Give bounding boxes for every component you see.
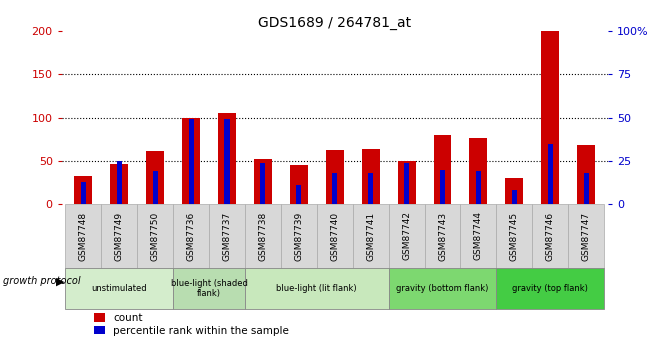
Bar: [469, 138, 488, 204]
Bar: [434, 135, 452, 204]
Bar: [254, 159, 272, 204]
Bar: [296, 185, 302, 204]
FancyBboxPatch shape: [424, 204, 460, 268]
Bar: [332, 173, 337, 204]
Bar: [476, 171, 481, 204]
Bar: [146, 150, 164, 204]
FancyBboxPatch shape: [317, 204, 353, 268]
Text: GSM87749: GSM87749: [114, 211, 124, 260]
Text: GSM87743: GSM87743: [438, 211, 447, 260]
FancyBboxPatch shape: [532, 204, 568, 268]
Text: GSM87746: GSM87746: [546, 211, 555, 260]
Bar: [440, 170, 445, 204]
Bar: [111, 164, 128, 204]
Text: blue-light (shaded
flank): blue-light (shaded flank): [170, 279, 248, 298]
Bar: [117, 161, 122, 204]
FancyBboxPatch shape: [497, 204, 532, 268]
Text: gravity (top flank): gravity (top flank): [512, 284, 588, 293]
Text: ▶: ▶: [56, 276, 64, 286]
Text: GSM87737: GSM87737: [222, 211, 231, 260]
Bar: [153, 171, 158, 204]
Bar: [548, 144, 552, 204]
Bar: [404, 162, 409, 204]
Bar: [584, 173, 589, 204]
Text: blue-light (lit flank): blue-light (lit flank): [276, 284, 357, 293]
Bar: [81, 182, 86, 204]
Legend: count, percentile rank within the sample: count, percentile rank within the sample: [94, 313, 289, 336]
Text: GSM87745: GSM87745: [510, 211, 519, 260]
FancyBboxPatch shape: [389, 204, 424, 268]
Bar: [506, 178, 523, 204]
Text: GSM87747: GSM87747: [582, 211, 591, 260]
FancyBboxPatch shape: [281, 204, 317, 268]
FancyBboxPatch shape: [173, 204, 209, 268]
Text: GSM87736: GSM87736: [187, 211, 196, 260]
FancyBboxPatch shape: [353, 204, 389, 268]
Bar: [512, 190, 517, 204]
Bar: [368, 173, 373, 204]
Text: growth protocol: growth protocol: [3, 276, 81, 286]
Bar: [218, 113, 236, 204]
Title: GDS1689 / 264781_at: GDS1689 / 264781_at: [258, 16, 411, 30]
FancyBboxPatch shape: [66, 204, 101, 268]
Text: GSM87742: GSM87742: [402, 211, 411, 260]
FancyBboxPatch shape: [101, 204, 137, 268]
Text: GSM87738: GSM87738: [259, 211, 267, 260]
Bar: [398, 161, 415, 204]
Bar: [290, 165, 308, 204]
Bar: [182, 118, 200, 204]
Bar: [361, 149, 380, 204]
FancyBboxPatch shape: [245, 268, 389, 309]
Bar: [326, 150, 344, 204]
FancyBboxPatch shape: [173, 268, 245, 309]
FancyBboxPatch shape: [209, 204, 245, 268]
Text: gravity (bottom flank): gravity (bottom flank): [396, 284, 489, 293]
Bar: [577, 145, 595, 204]
Text: GSM87748: GSM87748: [79, 211, 88, 260]
FancyBboxPatch shape: [568, 204, 604, 268]
FancyBboxPatch shape: [137, 204, 173, 268]
FancyBboxPatch shape: [245, 204, 281, 268]
Bar: [74, 176, 92, 204]
Text: unstimulated: unstimulated: [92, 284, 147, 293]
Text: GSM87739: GSM87739: [294, 211, 304, 260]
FancyBboxPatch shape: [460, 204, 497, 268]
FancyBboxPatch shape: [66, 268, 173, 309]
Bar: [261, 162, 265, 204]
Text: GSM87740: GSM87740: [330, 211, 339, 260]
Text: GSM87744: GSM87744: [474, 211, 483, 260]
FancyBboxPatch shape: [389, 268, 497, 309]
FancyBboxPatch shape: [497, 268, 604, 309]
Text: GSM87750: GSM87750: [151, 211, 160, 260]
Text: GSM87741: GSM87741: [366, 211, 375, 260]
Bar: [188, 119, 194, 204]
Bar: [224, 119, 229, 204]
Bar: [541, 31, 559, 204]
